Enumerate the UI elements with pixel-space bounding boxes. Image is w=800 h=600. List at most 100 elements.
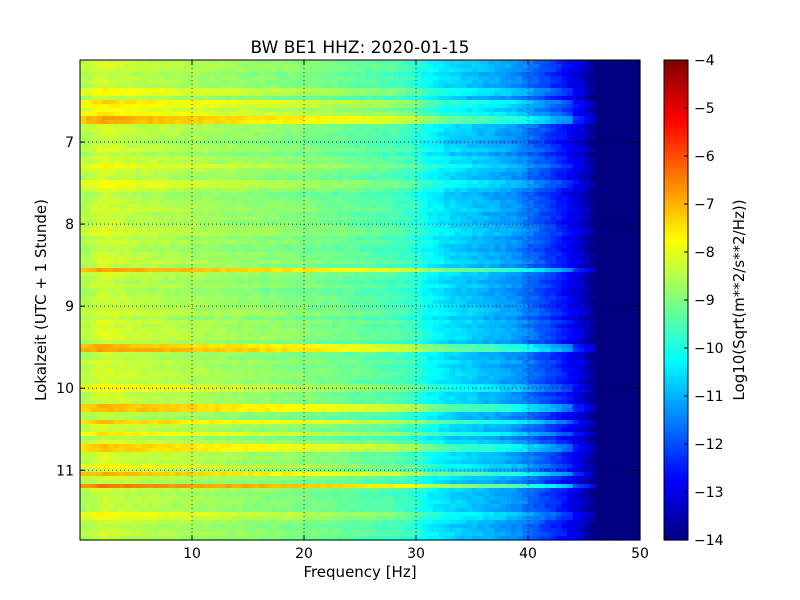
heatmap-cell (259, 104, 266, 109)
heatmap-cell (634, 164, 641, 169)
heatmap-cell (276, 236, 283, 241)
heatmap-cell (304, 128, 311, 133)
heatmap-cell (572, 96, 579, 101)
heatmap-cell (404, 228, 411, 233)
heatmap-cell (304, 228, 311, 233)
heatmap-cell (634, 200, 641, 205)
heatmap-cell (382, 196, 389, 201)
heatmap-cell (561, 156, 568, 161)
heatmap-cell (416, 76, 423, 81)
heatmap-cell (281, 96, 288, 101)
heatmap-cell (399, 136, 406, 141)
heatmap-cell (225, 208, 232, 213)
heatmap-cell (91, 64, 98, 69)
heatmap-cell (584, 88, 591, 93)
heatmap-cell (388, 208, 395, 213)
heatmap-cell (231, 172, 238, 177)
heatmap-cell (628, 180, 635, 185)
heatmap-cell (427, 84, 434, 89)
heatmap-cell (208, 112, 215, 117)
heatmap-cell (460, 216, 467, 221)
heatmap-cell (584, 192, 591, 197)
heatmap-cell (326, 180, 333, 185)
heatmap-cell (259, 220, 266, 225)
heatmap-cell (270, 164, 277, 169)
heatmap-cell (309, 100, 316, 105)
heatmap-cell (136, 160, 143, 165)
heatmap-cell (141, 128, 148, 133)
heatmap-cell (589, 168, 596, 173)
heatmap-cell (567, 120, 574, 125)
heatmap-cell (516, 80, 523, 85)
heatmap-cell (343, 236, 350, 241)
heatmap-cell (410, 80, 417, 85)
heatmap-cell (567, 128, 574, 133)
heatmap-cell (287, 96, 294, 101)
heatmap-cell (595, 104, 602, 109)
heatmap-cell (354, 164, 361, 169)
heatmap-cell (416, 112, 423, 117)
heatmap-cell (124, 120, 131, 125)
heatmap-cell (259, 188, 266, 193)
heatmap-cell (466, 104, 473, 109)
heatmap-cell (287, 92, 294, 97)
heatmap-cell (522, 68, 529, 73)
heatmap-cell (539, 224, 546, 229)
heatmap-cell (348, 172, 355, 177)
heatmap-cell (388, 156, 395, 161)
heatmap-cell (533, 212, 540, 217)
heatmap-cell (505, 216, 512, 221)
heatmap-cell (348, 80, 355, 85)
heatmap-cell (141, 172, 148, 177)
heatmap-cell (354, 60, 361, 65)
heatmap-cell (376, 152, 383, 157)
heatmap-cell (192, 112, 199, 117)
heatmap-cell (505, 208, 512, 213)
heatmap-cell (91, 168, 98, 173)
heatmap-cell (304, 156, 311, 161)
heatmap-cell (298, 208, 305, 213)
heatmap-cell (130, 96, 137, 101)
heatmap-cell (617, 252, 624, 257)
heatmap-cell (617, 244, 624, 249)
heatmap-cell (220, 60, 227, 65)
heatmap-cell (180, 140, 187, 145)
heatmap-cell (477, 248, 484, 253)
heatmap-cell (399, 76, 406, 81)
heatmap-cell (292, 156, 299, 161)
heatmap-cell (136, 100, 143, 105)
heatmap-cell (158, 188, 165, 193)
heatmap-cell (186, 208, 193, 213)
heatmap-cell (220, 196, 227, 201)
heatmap-cell (516, 88, 523, 93)
heatmap-cell (455, 80, 462, 85)
heatmap-cell (180, 72, 187, 77)
heatmap-cell (483, 140, 490, 145)
heatmap-cell (169, 212, 176, 217)
heatmap-cell (108, 176, 115, 181)
heatmap-cell (164, 88, 171, 93)
heatmap-cell (388, 128, 395, 133)
heatmap-cell (85, 172, 92, 177)
heatmap-cell (130, 136, 137, 141)
heatmap-cell (589, 108, 596, 113)
heatmap-cell (124, 168, 131, 173)
heatmap-cell (208, 136, 215, 141)
heatmap-cell (544, 164, 551, 169)
heatmap-cell (320, 256, 327, 261)
heatmap-cell (533, 124, 540, 129)
heatmap-cell (516, 148, 523, 153)
heatmap-cell (584, 220, 591, 225)
heatmap-cell (600, 144, 607, 149)
heatmap-cell (119, 208, 126, 213)
heatmap-cell (292, 120, 299, 125)
heatmap-cell (483, 64, 490, 69)
heatmap-cell (404, 108, 411, 113)
heatmap-cell (332, 168, 339, 173)
heatmap-cell (460, 104, 467, 109)
heatmap-cell (119, 128, 126, 133)
heatmap-cell (320, 140, 327, 145)
heatmap-cell (393, 256, 400, 261)
heatmap-cell (360, 92, 367, 97)
heatmap-cell (404, 104, 411, 109)
